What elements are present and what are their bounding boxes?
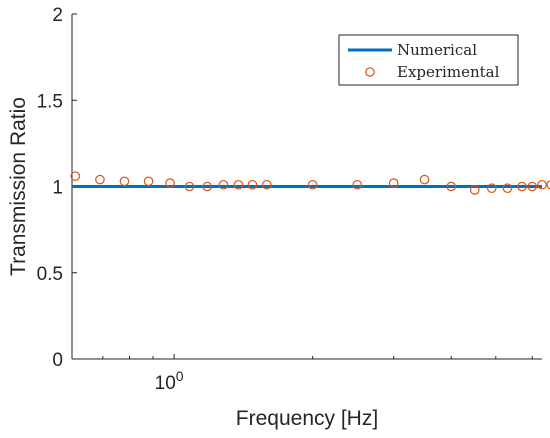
experimental-point [546, 180, 550, 190]
experimental-point [218, 179, 229, 190]
experimental-point [502, 183, 513, 194]
experimental-point [233, 179, 244, 190]
legend-box [338, 34, 519, 86]
experimental-point [184, 181, 195, 192]
experimental-point [446, 181, 457, 192]
y-tick-label: 0.5 [37, 264, 63, 285]
legend-experimental-label: Experimental [397, 63, 500, 81]
experimental-point [517, 181, 527, 192]
y-tick-label: 0 [52, 350, 63, 371]
data-marks [70, 171, 550, 195]
experimental-point [419, 174, 430, 185]
legend: Numerical Experimental [338, 34, 519, 86]
y-tick-label: 1 [52, 178, 63, 199]
experimental-point [261, 179, 272, 190]
experimental-point [202, 181, 212, 192]
experimental-point [95, 174, 105, 185]
x-tick-label: 100 [155, 368, 184, 394]
experimental-point [307, 179, 318, 190]
experimental-point [527, 181, 538, 192]
y-axis-label: Transmission Ratio [7, 97, 30, 276]
experimental-point [143, 176, 154, 187]
x-axis-label: Frequency [Hz] [236, 407, 378, 430]
axes: 0 0.5 1 1.5 2 100 [37, 5, 542, 394]
legend-numerical-label: Numerical [397, 41, 477, 59]
legend-experimental-swatch [365, 67, 375, 77]
experimental-point [165, 178, 175, 188]
y-tick-label: 1.5 [37, 91, 63, 112]
experimental-point [119, 176, 130, 187]
y-tick-label: 2 [52, 5, 63, 26]
experimental-point [70, 171, 81, 181]
experimental-point [537, 179, 547, 190]
experimental-point [388, 178, 399, 188]
experimental-point [469, 185, 480, 195]
experimental-point [352, 179, 363, 190]
experimental-point [486, 183, 497, 194]
experimental-point [247, 179, 258, 190]
